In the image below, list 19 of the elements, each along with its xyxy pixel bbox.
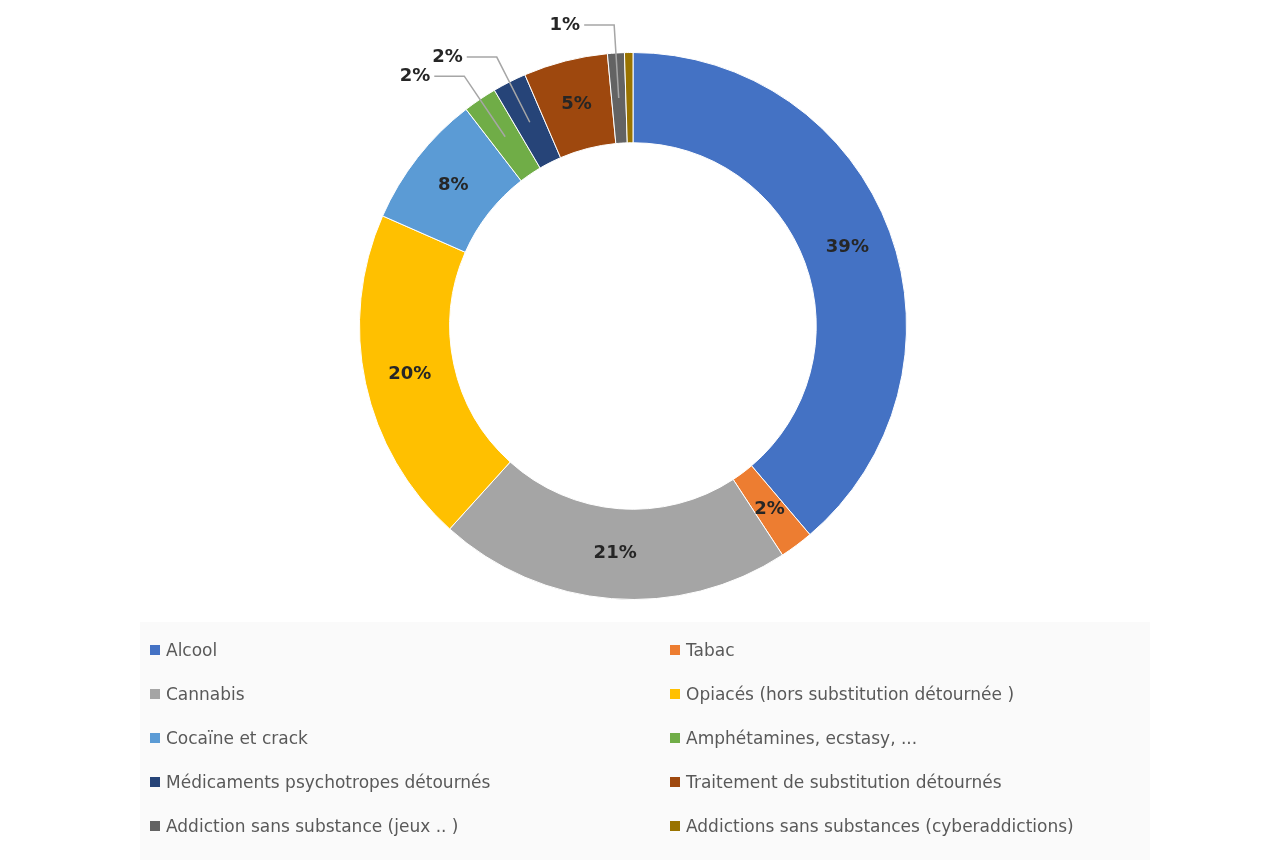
legend-label: Médicaments psychotropes détournés <box>166 772 491 792</box>
legend-label: Tabac <box>686 640 735 660</box>
legend-label: Cannabis <box>166 684 245 704</box>
legend-label: Opiacés (hors substitution détournée ) <box>686 684 1015 704</box>
data-label: 39% <box>825 235 869 257</box>
data-label: 21% <box>593 541 637 563</box>
legend-label: Cocaïne et crack <box>166 728 308 748</box>
data-label: 8% <box>437 172 469 194</box>
legend-label: Addictions sans substances (cyberaddictions) <box>686 816 1074 836</box>
data-label: 5% <box>561 92 592 114</box>
legend-label: Traitement de substitution détournés <box>686 772 1002 792</box>
data-label: 2% <box>399 63 431 85</box>
data-label: 20% <box>388 361 432 383</box>
legend-label: Alcool <box>166 640 218 660</box>
legend-label: Addiction sans substance (jeux .. ) <box>166 816 459 836</box>
data-label: 2% <box>432 44 463 66</box>
data-label: 2% <box>754 496 785 518</box>
legend-label: Amphétamines, ecstasy, ... <box>686 728 918 748</box>
data-label: 1% <box>549 12 581 34</box>
